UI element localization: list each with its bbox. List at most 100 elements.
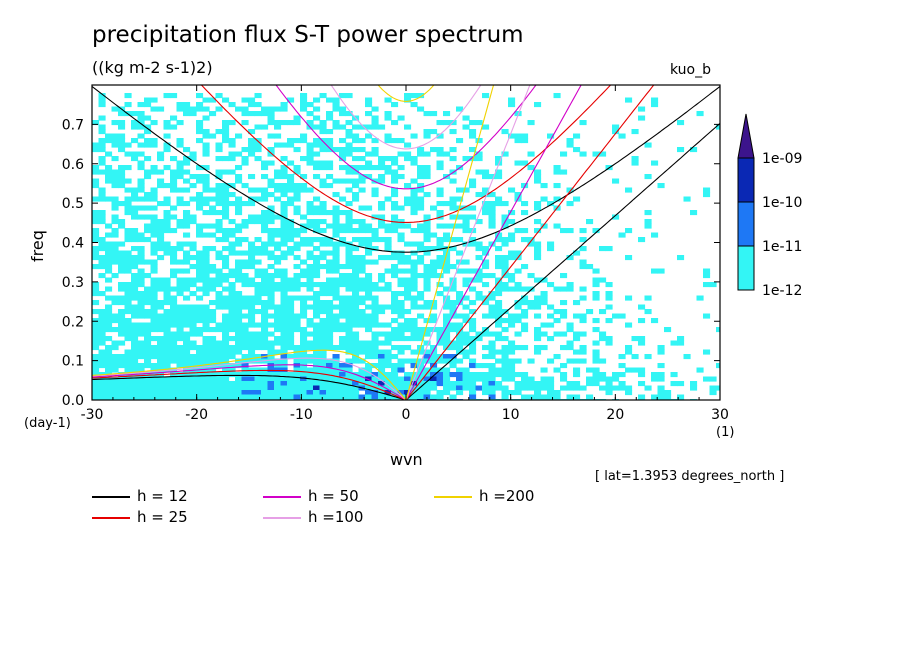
power-cell bbox=[566, 142, 574, 148]
power-cell bbox=[501, 394, 509, 400]
power-cell bbox=[124, 286, 132, 292]
power-cell bbox=[170, 385, 178, 391]
power-cell bbox=[131, 205, 139, 211]
power-cell bbox=[625, 228, 633, 234]
power-cell bbox=[339, 394, 347, 400]
power-cell bbox=[293, 322, 301, 328]
power-cell bbox=[144, 102, 152, 108]
power-cell bbox=[306, 205, 314, 211]
power-cell bbox=[391, 390, 399, 396]
power-cell bbox=[228, 385, 236, 391]
power-cell bbox=[534, 277, 542, 283]
power-cell bbox=[176, 381, 184, 387]
power-cell bbox=[248, 340, 256, 346]
power-cell bbox=[222, 331, 230, 337]
power-cell bbox=[404, 327, 412, 333]
power-cell bbox=[410, 259, 418, 265]
power-cell bbox=[254, 295, 262, 301]
power-cell bbox=[495, 291, 503, 297]
power-cell bbox=[228, 309, 236, 315]
power-cell bbox=[209, 309, 217, 315]
power-cell bbox=[352, 358, 360, 364]
power-cell bbox=[248, 322, 256, 328]
power-cell bbox=[475, 277, 483, 283]
power-cell bbox=[170, 318, 178, 324]
power-cell bbox=[319, 291, 327, 297]
power-cell bbox=[261, 394, 269, 400]
power-cell bbox=[111, 142, 119, 148]
power-cell bbox=[267, 273, 275, 279]
power-cell bbox=[449, 147, 457, 153]
power-cell bbox=[527, 165, 535, 171]
power-cell bbox=[124, 102, 132, 108]
power-cell bbox=[469, 318, 477, 324]
power-cell bbox=[267, 120, 275, 126]
power-cell bbox=[456, 336, 464, 342]
power-cell bbox=[378, 394, 386, 400]
power-cell bbox=[111, 327, 119, 333]
power-cell bbox=[189, 345, 197, 351]
power-cell bbox=[157, 354, 165, 360]
power-cell bbox=[482, 192, 490, 198]
power-cell bbox=[508, 97, 516, 103]
power-cell bbox=[326, 138, 334, 144]
power-cell bbox=[371, 165, 379, 171]
power-cell bbox=[501, 336, 509, 342]
power-cell bbox=[391, 309, 399, 315]
power-cell bbox=[124, 331, 132, 337]
power-cell bbox=[209, 196, 217, 202]
power-cell bbox=[157, 232, 165, 238]
power-cell bbox=[514, 331, 522, 337]
power-cell bbox=[378, 178, 386, 184]
power-cell bbox=[495, 367, 503, 373]
power-cell bbox=[222, 327, 230, 333]
power-cell bbox=[501, 309, 509, 315]
power-cell bbox=[144, 336, 152, 342]
power-cell bbox=[540, 223, 548, 229]
power-cell bbox=[423, 372, 431, 378]
power-cell bbox=[345, 363, 353, 369]
power-cell bbox=[118, 178, 126, 184]
power-cell bbox=[677, 340, 685, 346]
power-cell bbox=[293, 138, 301, 144]
power-cell bbox=[690, 210, 698, 216]
power-cell bbox=[339, 372, 347, 378]
power-cell bbox=[157, 151, 165, 157]
power-cell bbox=[345, 264, 353, 270]
power-cell bbox=[527, 286, 535, 292]
power-cell bbox=[274, 349, 282, 355]
power-cell bbox=[436, 241, 444, 247]
power-cell bbox=[404, 291, 412, 297]
power-cell bbox=[436, 264, 444, 270]
power-cell bbox=[501, 367, 509, 373]
power-cell bbox=[150, 165, 158, 171]
power-cell bbox=[508, 349, 516, 355]
power-cell bbox=[599, 358, 607, 364]
power-cell bbox=[202, 322, 210, 328]
power-cell bbox=[365, 363, 373, 369]
power-cell bbox=[625, 367, 633, 373]
power-cell bbox=[313, 372, 321, 378]
power-cell bbox=[287, 196, 295, 202]
power-cell bbox=[404, 124, 412, 130]
power-cell bbox=[430, 259, 438, 265]
power-cell bbox=[495, 282, 503, 288]
power-cell bbox=[176, 201, 184, 207]
power-cell bbox=[144, 214, 152, 220]
power-cell bbox=[345, 282, 353, 288]
power-cell bbox=[384, 246, 392, 252]
power-cell bbox=[202, 291, 210, 297]
power-cell bbox=[202, 277, 210, 283]
power-cell bbox=[384, 394, 392, 400]
power-cell bbox=[319, 354, 327, 360]
power-cell bbox=[436, 120, 444, 126]
power-cell bbox=[358, 372, 366, 378]
power-cell bbox=[469, 390, 477, 396]
power-cell bbox=[215, 358, 223, 364]
power-cell bbox=[189, 309, 197, 315]
power-cell bbox=[391, 381, 399, 387]
power-cell bbox=[417, 349, 425, 355]
power-cell bbox=[222, 205, 230, 211]
power-cell bbox=[332, 322, 340, 328]
power-cell bbox=[176, 336, 184, 342]
